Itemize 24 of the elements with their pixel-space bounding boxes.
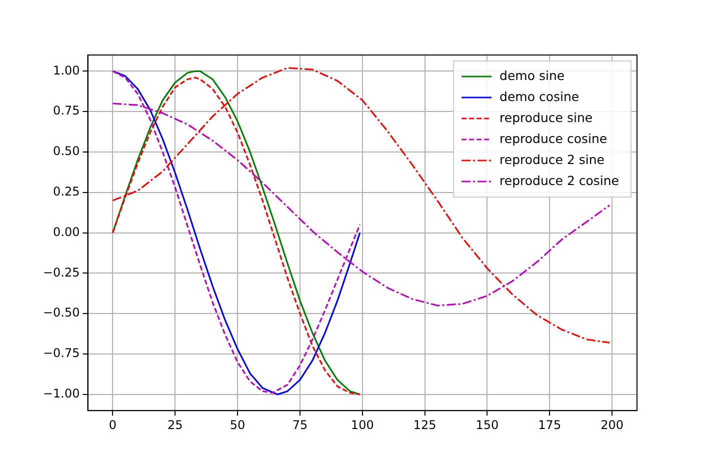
y-tick-label: 0.00 <box>53 224 80 239</box>
x-tick-label: 50 <box>230 418 246 432</box>
x-tick-label: 175 <box>538 418 562 432</box>
y-tick-label: 1.00 <box>53 63 80 78</box>
y-tick-label: −0.75 <box>42 346 80 360</box>
legend-label: reproduce 2 cosine <box>500 172 620 188</box>
legend-label: reproduce cosine <box>500 130 608 146</box>
y-tick-label: 0.25 <box>53 184 80 199</box>
x-tick-label: 0 <box>108 418 117 432</box>
legend-label: demo sine <box>500 68 565 83</box>
legend-label: reproduce sine <box>500 110 593 125</box>
y-tick-label: −0.50 <box>42 306 80 320</box>
y-tick-label: 0.75 <box>53 104 80 118</box>
x-tick-label: 75 <box>292 418 308 432</box>
legend-label: reproduce 2 sine <box>500 152 605 167</box>
x-tick-label: 125 <box>413 418 436 432</box>
legend-label: demo cosine <box>500 88 580 104</box>
y-tick-label: 0.50 <box>53 144 80 158</box>
y-tick-label: −0.25 <box>42 265 80 280</box>
x-tick-label: 100 <box>350 418 374 432</box>
x-tick-label: 25 <box>168 418 183 432</box>
x-tick-label: 150 <box>476 418 499 432</box>
x-tick-label: 200 <box>600 418 624 432</box>
y-tick-label: −1.00 <box>42 386 80 401</box>
